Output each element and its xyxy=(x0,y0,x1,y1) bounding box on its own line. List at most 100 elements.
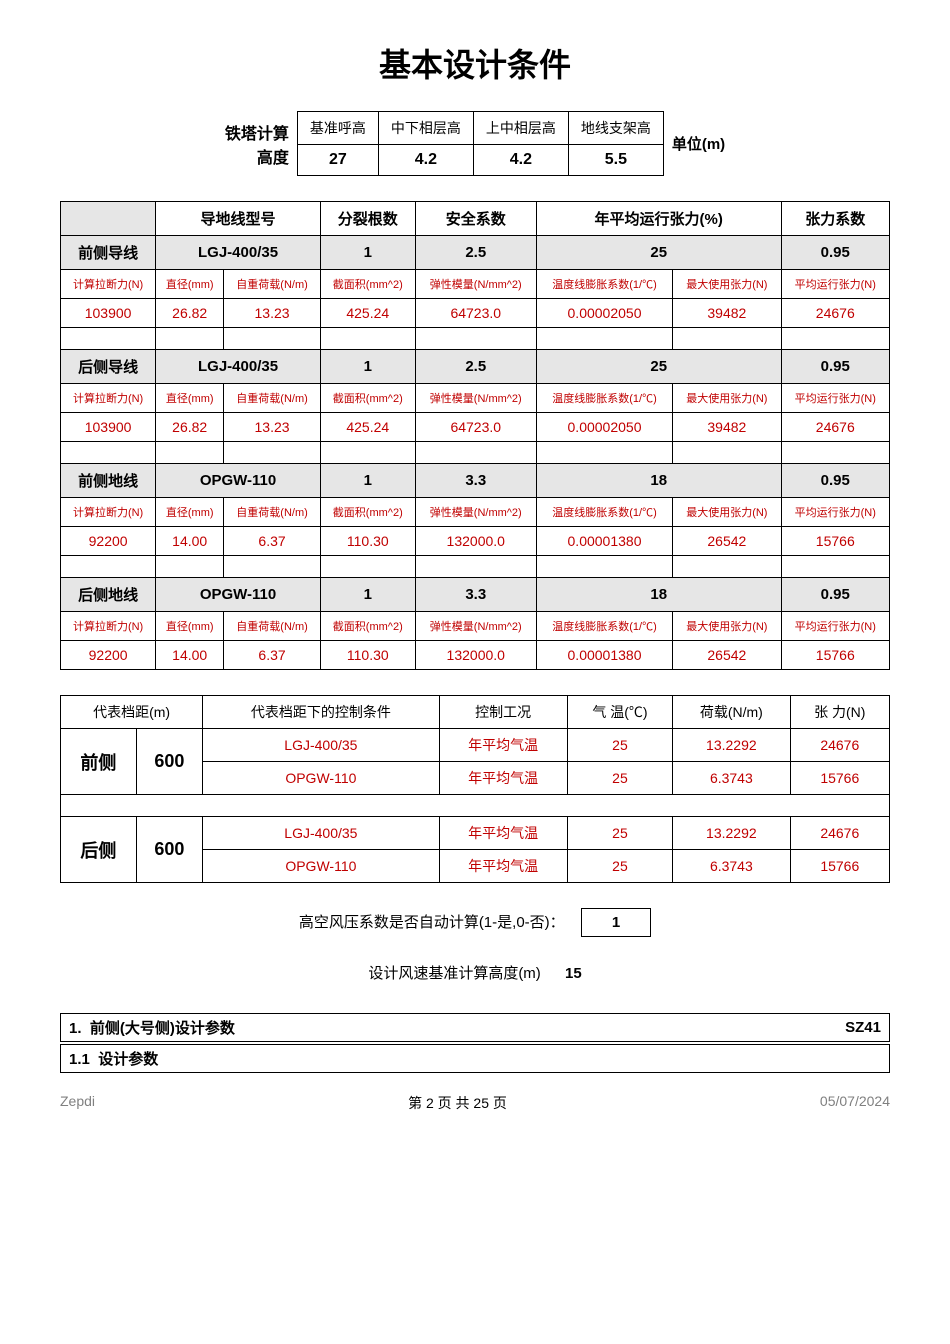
data-cell: 425.24 xyxy=(320,413,415,442)
page-footer: Zepdi 第 2 页 共 25 页 05/07/2024 xyxy=(60,1093,890,1113)
sub-header: 弹性模量(N/mm^2) xyxy=(415,384,536,413)
sub-header: 截面积(mm^2) xyxy=(320,384,415,413)
data-cell: 64723.0 xyxy=(415,299,536,328)
page-title: 基本设计条件 xyxy=(60,40,890,86)
th-temp: 气 温(℃) xyxy=(567,696,672,729)
safety: 2.5 xyxy=(415,236,536,270)
section-label: 后侧导线 xyxy=(61,350,156,384)
th-load: 荷载(N/m) xyxy=(673,696,790,729)
footer-right: 05/07/2024 xyxy=(820,1093,890,1113)
sub-header: 平均运行张力(N) xyxy=(781,612,889,641)
tower-height-table: 铁塔计算高度 基准呼高 中下相层高 上中相层高 地线支架高 单位(m) 27 4… xyxy=(213,111,737,176)
data-cell: 0.00002050 xyxy=(536,413,672,442)
section-1-heading: 1. 前侧(大号侧)设计参数 SZ41 xyxy=(60,1013,890,1042)
data-cell: 132000.0 xyxy=(415,527,536,556)
case-cell: 年平均气温 xyxy=(439,817,567,850)
sub-header: 自重荷载(N/m) xyxy=(224,384,321,413)
sub-header: 直径(mm) xyxy=(156,270,224,299)
annual-pct: 25 xyxy=(536,236,781,270)
sub-header: 自重荷载(N/m) xyxy=(224,270,321,299)
th-split: 分裂根数 xyxy=(320,202,415,236)
load-cell: 6.3743 xyxy=(673,850,790,883)
temp-cell: 25 xyxy=(567,817,672,850)
data-cell: 103900 xyxy=(61,299,156,328)
model: LGJ-400/35 xyxy=(156,236,321,270)
load-cell: 13.2292 xyxy=(673,817,790,850)
th-span: 代表档距(m) xyxy=(61,696,203,729)
temp-cell: 25 xyxy=(567,850,672,883)
data-cell: 24676 xyxy=(781,299,889,328)
data-cell: 110.30 xyxy=(320,641,415,670)
th-control-cond: 代表档距下的控制条件 xyxy=(203,696,439,729)
tension-cell: 15766 xyxy=(790,850,889,883)
th-base-height: 基准呼高 xyxy=(297,112,378,145)
th-upper-mid: 上中相层高 xyxy=(473,112,568,145)
data-cell: 110.30 xyxy=(320,527,415,556)
wind-height-value: 15 xyxy=(565,965,582,982)
annual-pct: 18 xyxy=(536,578,781,612)
sub-header: 截面积(mm^2) xyxy=(320,612,415,641)
data-cell: 26542 xyxy=(673,527,781,556)
th-annual: 年平均运行张力(%) xyxy=(536,202,781,236)
coef: 0.95 xyxy=(781,464,889,498)
span-value: 600 xyxy=(136,817,203,883)
model-cell: OPGW-110 xyxy=(203,850,439,883)
data-cell: 92200 xyxy=(61,527,156,556)
sub-header: 自重荷载(N/m) xyxy=(224,612,321,641)
sub-header: 最大使用张力(N) xyxy=(673,612,781,641)
split: 1 xyxy=(320,578,415,612)
sub-header: 最大使用张力(N) xyxy=(673,270,781,299)
footer-left: Zepdi xyxy=(60,1093,95,1113)
th-model: 导地线型号 xyxy=(156,202,321,236)
safety: 3.3 xyxy=(415,464,536,498)
split: 1 xyxy=(320,236,415,270)
data-cell: 64723.0 xyxy=(415,413,536,442)
th-tension-coef: 张力系数 xyxy=(781,202,889,236)
model-cell: LGJ-400/35 xyxy=(203,817,439,850)
sec11-num: 1.1 xyxy=(69,1051,90,1068)
th-mid-lower: 中下相层高 xyxy=(378,112,473,145)
tension-cell: 15766 xyxy=(790,762,889,795)
sub-header: 温度线膨胀系数(1/℃) xyxy=(536,384,672,413)
sub-header: 弹性模量(N/mm^2) xyxy=(415,612,536,641)
case-cell: 年平均气温 xyxy=(439,729,567,762)
sub-header: 计算拉断力(N) xyxy=(61,612,156,641)
tension-cell: 24676 xyxy=(790,729,889,762)
conductor-table: 导地线型号 分裂根数 安全系数 年平均运行张力(%) 张力系数 前侧导线 LGJ… xyxy=(60,201,890,670)
sub-header: 弹性模量(N/mm^2) xyxy=(415,270,536,299)
data-cell: 13.23 xyxy=(224,413,321,442)
sub-header: 最大使用张力(N) xyxy=(673,384,781,413)
data-cell: 0.00002050 xyxy=(536,299,672,328)
sub-header: 平均运行张力(N) xyxy=(781,270,889,299)
split: 1 xyxy=(320,464,415,498)
data-cell: 26.82 xyxy=(156,413,224,442)
tower-calc-label-2: 高度 xyxy=(257,150,289,167)
annual-pct: 18 xyxy=(536,464,781,498)
data-cell: 39482 xyxy=(673,299,781,328)
model-cell: LGJ-400/35 xyxy=(203,729,439,762)
split: 1 xyxy=(320,350,415,384)
load-cell: 13.2292 xyxy=(673,729,790,762)
data-cell: 14.00 xyxy=(156,641,224,670)
case-cell: 年平均气温 xyxy=(439,762,567,795)
val-upper-mid: 4.2 xyxy=(473,145,568,176)
sub-header: 计算拉断力(N) xyxy=(61,270,156,299)
sec1-code: SZ41 xyxy=(705,1014,890,1042)
sub-header: 截面积(mm^2) xyxy=(320,270,415,299)
side-label: 后侧 xyxy=(61,817,137,883)
wind-auto-label: 高空风压系数是否自动计算(1-是,0-否)： xyxy=(299,914,565,931)
sec1-num: 1. xyxy=(69,1020,82,1037)
section-11-heading: 1.1 设计参数 xyxy=(60,1044,890,1073)
model: OPGW-110 xyxy=(156,578,321,612)
val-base-height: 27 xyxy=(297,145,378,176)
val-mid-lower: 4.2 xyxy=(378,145,473,176)
load-cell: 6.3743 xyxy=(673,762,790,795)
sub-header: 直径(mm) xyxy=(156,498,224,527)
data-cell: 15766 xyxy=(781,527,889,556)
model-cell: OPGW-110 xyxy=(203,762,439,795)
sub-header: 截面积(mm^2) xyxy=(320,498,415,527)
data-cell: 26.82 xyxy=(156,299,224,328)
data-cell: 39482 xyxy=(673,413,781,442)
data-cell: 103900 xyxy=(61,413,156,442)
wind-height-line: 设计风速基准计算高度(m) 15 xyxy=(60,962,890,983)
